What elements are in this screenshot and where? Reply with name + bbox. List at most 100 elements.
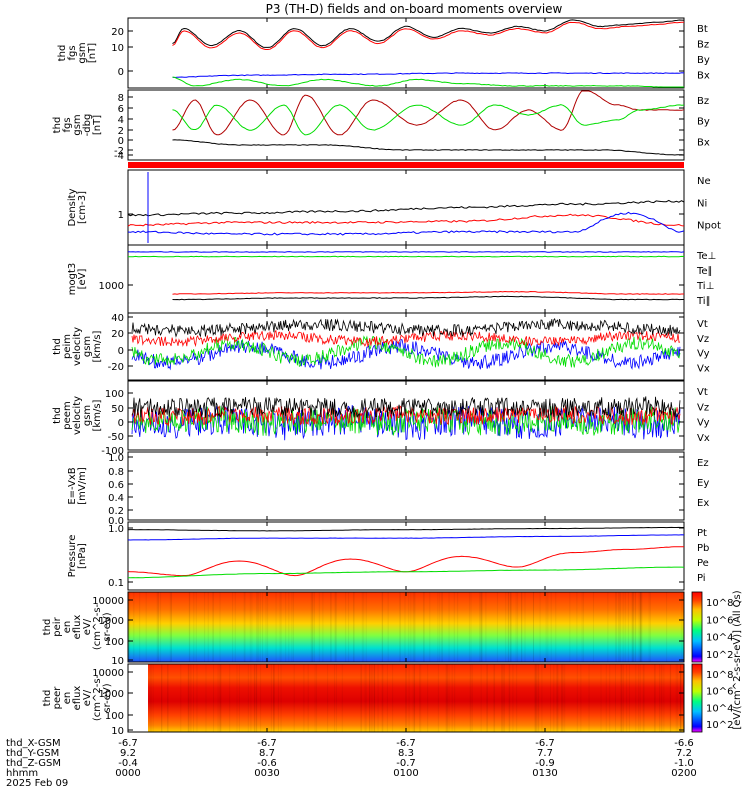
series-Bz [172,90,685,136]
y-axis-label: [eV] [77,269,88,290]
legend-Pt: Pt [697,528,707,539]
ephemeris-label: thd_Y-GSM [6,748,59,759]
y-axis-label: peem [62,401,73,429]
legend-Vx: Vx [697,433,710,444]
ephemeris-value: -6.6 [674,738,694,749]
y-tick-label: 40 [111,313,124,324]
y-axis-label: en [62,692,73,705]
y-tick-label: 6 [118,104,124,115]
y-axis-label: [nT] [92,115,103,135]
y-tick-label: 4 [118,115,124,126]
legend-Bz: Bz [697,96,709,107]
y-tick-label: -20 [108,362,124,373]
ephemeris-value: -1.0 [674,758,694,769]
y-tick-label: 0.6 [108,480,124,491]
y-tick-label: -4 [114,151,124,162]
y-tick-label: 1.0 [108,524,124,535]
colorbar-tick: 10^6 [706,687,733,698]
y-tick-label: 20 [111,329,124,340]
y-axis-label: gsm [82,336,93,357]
noisy-series [131,404,681,427]
y-tick-label: 1 [118,210,124,221]
ephemeris-value: -0.6 [257,758,277,769]
y-tick-label: 0 [118,67,124,78]
colorbar-tick: 10^8 [706,598,733,609]
y-axis-label: peir [52,616,63,636]
legend-Vt: Vt [697,387,708,398]
colorbar-tick: 10^6 [706,615,733,626]
y-tick-label: 100 [105,389,124,400]
legend-Ey: Ey [697,478,709,489]
series-Ti⊥ [172,290,684,295]
y-tick-label: 1.0 [108,453,124,464]
series-Te∥ [127,255,685,258]
y-axis-label: en [62,621,73,634]
y-axis-label: thd [42,619,53,636]
y-axis-label: thd [52,338,63,355]
y-axis-label: fgs [67,45,78,60]
efield-frame [127,451,685,521]
series-Ti∥ [172,295,684,301]
legend-Bz: Bz [697,40,709,51]
quality-flag-bar [128,162,684,168]
ephemeris-value: -6.7 [118,738,138,749]
y-axis-label: Density [67,188,78,226]
legend-Vy: Vy [697,418,710,429]
legend-By: By [697,117,710,128]
ephemeris-value: -6.7 [396,738,416,749]
y-tick-label: 1000 [99,616,124,627]
y-axis-label: sr-eV) [102,612,113,641]
y-tick-label: 1000 [99,689,124,700]
y-tick-label: 0.4 [108,493,124,504]
y-axis-label: velocity [72,327,83,366]
y-axis-label: thd [42,690,53,707]
y-axis-label: gsm [82,405,93,426]
colorbar-tick: 10^8 [706,670,733,681]
legend-Vz: Vz [697,402,709,413]
y-tick-label: 0.8 [108,467,124,478]
y-axis-label: fgs [62,117,73,132]
series-Bx [172,139,685,156]
ephemeris-label: thd_X-GSM [6,738,61,749]
legend-Bt: Bt [697,24,708,35]
series-Bz [172,21,685,50]
y-tick-label: 0 [118,136,124,147]
y-axis-label: [km/s] [92,330,103,362]
legend-Ez: Ez [697,458,709,469]
legend-Vy: Vy [697,349,710,360]
ephemeris-value: 0000 [115,768,140,779]
y-axis-label: eflux [72,615,83,640]
y-tick-label: -100 [101,446,124,457]
y-tick-label: -50 [108,432,124,443]
y-axis-label: [km/s] [92,399,103,431]
ephemeris-label: 2025 Feb 09 [6,778,68,789]
ephemeris-value: 7.2 [676,748,692,759]
colorbar-1 [691,663,703,733]
series-Te⊥ [127,251,685,253]
y-tick-label: 0.0 [108,516,124,527]
noisy-series [131,335,681,368]
legend-Vt: Vt [697,319,708,330]
legend-Ex: Ex [697,498,709,509]
legend-Vz: Vz [697,334,709,345]
colorbar-tick: 10^4 [706,703,733,714]
y-tick-label: 0.1 [108,578,124,589]
y-axis-label: [nPa] [77,543,88,569]
colorbar-0 [691,591,703,663]
series-Ni [127,199,685,217]
series-By [172,72,685,79]
ephemeris-value: 8.7 [259,748,275,759]
series-Pt [127,526,684,532]
y-axis-label: eV/ [82,689,93,706]
legend-Ni: Ni [697,198,707,209]
y-tick-label: 1000 [99,281,124,292]
y-axis-label: thd [52,117,63,134]
ephemeris-value: 8.3 [398,748,414,759]
y-axis-label: (cm^2-s- [92,603,103,650]
legend-Ti∥: Ti∥ [696,296,711,307]
colorbar-label: [eV/(cm^2-s-sr-eV)] (All Qs) [732,590,743,729]
ephemeris-value: -0.9 [535,758,555,769]
legend-Vx: Vx [697,363,710,374]
y-axis-label: peim [62,334,73,359]
